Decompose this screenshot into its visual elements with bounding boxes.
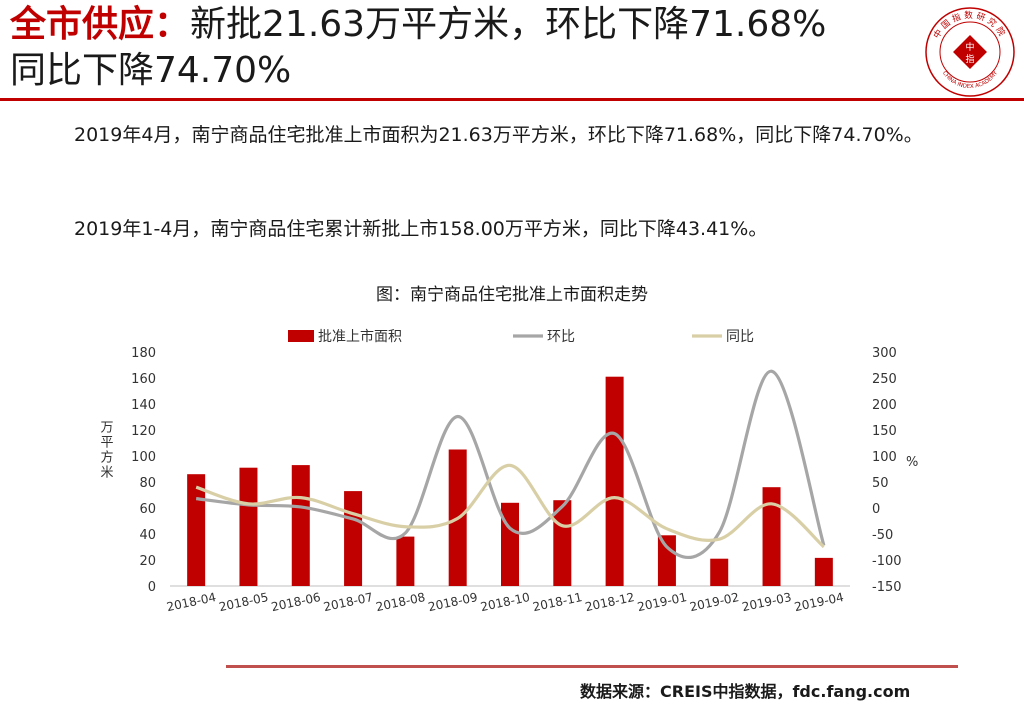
x-tick-label: 2019-03 (741, 590, 793, 614)
bar-2018-10 (501, 502, 519, 586)
x-tick-label: 2018-07 (322, 590, 374, 614)
bar-2018-08 (396, 536, 415, 586)
bar-2018-04 (187, 474, 206, 586)
page-title: 全市供应：新批21.63万平方米，环比下降71.68% 同比下降74.70% (10, 2, 910, 94)
y2-tick-label: 250 (872, 372, 897, 387)
bar-2019-02 (710, 558, 729, 586)
chart-legend: 批准上市面积 环比 同比 (288, 328, 754, 345)
x-tick-label: 2018-11 (531, 590, 583, 614)
x-tick-label: 2018-09 (427, 590, 479, 614)
bar-2019-03 (762, 487, 781, 586)
y2-tick-label: 100 (872, 450, 897, 465)
paragraph-monthly: 2019年4月，南宁商品住宅批准上市面积为21.63万平方米，环比下降71.68… (74, 124, 923, 146)
logo-center-1: 中 (965, 41, 974, 53)
y-tick-label: 140 (131, 398, 156, 413)
bar-series (187, 376, 833, 586)
bar-2018-05 (239, 467, 258, 586)
chart-axes: 0 20 40 60 80 100 120 140 160 180 -150 -100 -50 0 50 10… (131, 346, 901, 595)
y2-axis-label: % (906, 455, 918, 470)
y2-tick-label: 150 (872, 424, 897, 439)
bar-2018-12 (605, 376, 624, 586)
x-tick-label: 2018-10 (479, 590, 531, 614)
x-tick-label: 2019-02 (688, 590, 740, 614)
y2-tick-label: 200 (872, 398, 897, 413)
y2-tick-label: 300 (872, 346, 897, 361)
x-tick-label: 2018-12 (584, 590, 636, 614)
y-tick-label: 100 (131, 450, 156, 465)
china-index-academy-logo: 中 指 中国指数研究院 CHINA INDEX ACADEMY (925, 7, 1015, 97)
line-同比 (195, 463, 825, 549)
y2-tick-label: -100 (872, 554, 902, 569)
line-环比 (195, 369, 826, 559)
y2-tick-label: -50 (872, 528, 893, 543)
y-tick-label: 40 (139, 528, 156, 543)
y-tick-label: 160 (131, 372, 156, 387)
y-tick-label: 120 (131, 424, 156, 439)
x-tick-label: 2019-01 (636, 590, 688, 614)
line-series (195, 369, 826, 559)
legend-label: 批准上市面积 (318, 328, 402, 345)
legend-swatch-bar (288, 330, 314, 342)
title-line2: 同比下降74.70% (10, 50, 292, 91)
x-tick-label: 2018-05 (218, 590, 270, 614)
y-tick-label: 60 (139, 502, 156, 517)
footer-divider (226, 665, 958, 668)
title-highlight: 全市供应： (10, 4, 191, 45)
x-axis-labels: 2018-04 2018-05 2018-06 2018-07 2018-08 2018-… (165, 590, 845, 614)
chart-title: 图：南宁商品住宅批准上市面积走势 (376, 285, 648, 305)
paragraph-cumulative: 2019年1-4月，南宁商品住宅累计新批上市158.00万平方米，同比下降43.… (74, 218, 768, 240)
legend-label: 同比 (726, 329, 754, 345)
data-source: 数据来源：CREIS中指数据，fdc.fang.com (580, 682, 911, 701)
y-tick-label: 180 (131, 346, 156, 361)
y-tick-label: 80 (139, 476, 156, 491)
y2-tick-label: 0 (872, 502, 880, 517)
x-tick-label: 2019-04 (793, 590, 845, 614)
y-tick-label: 0 (148, 580, 156, 595)
bar-2019-01 (657, 535, 676, 586)
y-axis-label: 万平方米 (98, 420, 114, 480)
bar-2018-06 (291, 465, 310, 586)
legend-label: 环比 (547, 329, 575, 345)
bar-2019-04 (814, 557, 833, 586)
title-divider (0, 98, 1024, 101)
y2-tick-label: -150 (872, 580, 902, 595)
title-line1: 新批21.63万平方米，环比下降71.68% (190, 4, 827, 45)
supply-chart: 批准上市面积 环比 同比 0 20 40 60 80 100 120 140 160 180 -150 -… (98, 328, 919, 614)
y2-tick-label: 50 (872, 476, 889, 491)
bar-2018-07 (344, 491, 363, 586)
logo-center-2: 指 (965, 53, 974, 65)
x-tick-label: 2018-04 (165, 590, 217, 614)
x-tick-label: 2018-08 (375, 590, 427, 614)
x-tick-label: 2018-06 (270, 590, 322, 614)
y-tick-label: 20 (139, 554, 156, 569)
